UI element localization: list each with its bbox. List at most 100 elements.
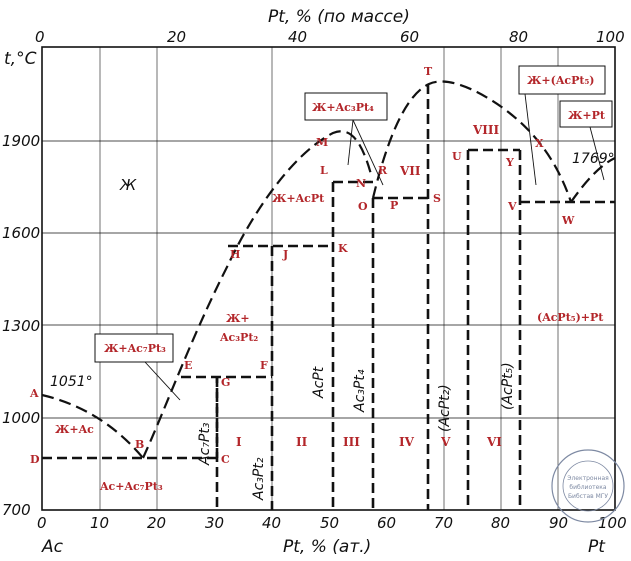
y-tick-1000: 1000 [2, 409, 40, 427]
point-labels: A B C D E F G H J K L M N O P R S T U V … [29, 65, 575, 466]
stamp-inner-ring [562, 460, 614, 512]
bottom-tick-50: 50 [320, 514, 339, 532]
point-l: L [320, 164, 328, 177]
liquidus-a-b [41, 393, 144, 459]
point-w: W [561, 214, 575, 227]
bottom-tick-90: 90 [549, 514, 568, 532]
bottom-tick-10: 10 [90, 514, 109, 532]
callout-box-acpt5 [518, 65, 606, 95]
callout-box-ac3pt4 [304, 92, 388, 121]
liquidus-p-t-w [371, 80, 573, 203]
point-a: A [29, 387, 39, 400]
top-tick-80: 80 [509, 28, 528, 46]
point-r: R [378, 164, 388, 177]
phase-acpt2: (AcPt₂) [437, 384, 453, 432]
region-ac-ac7pt3: Ac+Ac₇Pt₃ [99, 480, 163, 493]
right-element-label: Pt [588, 537, 606, 557]
bottom-tick-30: 30 [205, 514, 224, 532]
y-axis-title: t,°C [4, 49, 37, 69]
invariant-lines [42, 148, 615, 460]
point-h: H [230, 248, 240, 261]
region-i: I [236, 435, 242, 449]
bottom-tick-70: 70 [434, 514, 453, 532]
callout-liq-pt: Ж+Pt [559, 100, 613, 181]
right-melt-temp: 1769° [572, 151, 615, 167]
bottom-tick-80: 80 [491, 514, 510, 532]
left-element-label: Ac [41, 537, 64, 557]
point-c: C [221, 453, 230, 466]
region-ii: II [296, 435, 308, 449]
bottom-axis: 0 10 20 30 40 50 60 70 80 90 100 Ac Pt, … [37, 514, 627, 557]
region-liquid: Ж [119, 176, 137, 194]
point-m: M [316, 136, 328, 149]
region-vi: VI [486, 435, 502, 449]
region-liq-ac3pt2-line2: Ac₃Pt₂ [219, 331, 258, 344]
phase-labels: Ac₇Pt₃ Ac₃Pt₂ AcPt Ac₃Pt₄ (AcPt₂) (AcPt₅… [197, 362, 516, 501]
callout-leader-pt [589, 126, 605, 181]
y-tick-1600: 1600 [2, 224, 40, 242]
y-axis: t,°C 700 1000 1300 1600 1900 [2, 49, 40, 519]
region-v: V [440, 435, 451, 449]
top-tick-40: 40 [288, 28, 307, 46]
point-k: K [338, 242, 348, 255]
point-j: J [282, 248, 288, 261]
region-iv: IV [399, 435, 415, 449]
callout-box-ac7pt3 [94, 333, 174, 363]
point-g: G [221, 376, 230, 389]
stamp-line-1: Электронная [567, 475, 609, 482]
region-liq-ac3pt2-line1: Ж+ [226, 312, 250, 325]
region-labels: Ж Ж+Ac Ac+Ac₇Pt₃ Ж+ Ac₃Pt₂ Ж+AcPt (AcPt₅… [55, 123, 604, 493]
callout-liq-acpt5: Ж+(AcPt₅) [518, 65, 606, 186]
region-liq-acpt: Ж+AcPt [272, 192, 325, 205]
callout-liq-ac7pt3: Ж+Ac₇Pt₃ [94, 333, 181, 401]
y-tick-700: 700 [2, 501, 31, 519]
stamp-line-3: Бибcтaв МГУ [568, 493, 608, 500]
plot-frame [41, 46, 616, 511]
callout-box-pt [559, 100, 613, 128]
plot-border [41, 46, 616, 511]
point-x: X [535, 137, 544, 150]
callout-text-ac7pt3: Ж+Ac₇Pt₃ [104, 342, 166, 355]
y-tick-1300: 1300 [2, 317, 40, 335]
point-t: T [424, 65, 433, 78]
callout-leader-ac3pt4-a [347, 119, 354, 166]
left-melt-temp: 1051° [50, 374, 93, 390]
region-viii: VIII [472, 123, 500, 137]
stamp-line-2: библиотека [569, 484, 607, 491]
region-iii: III [343, 435, 360, 449]
stamp-outer-ring [551, 449, 625, 523]
top-tick-60: 60 [400, 28, 419, 46]
liquidus-b-m [141, 130, 374, 459]
liquidus-w-pt [570, 157, 616, 203]
phase-acpt: AcPt [311, 366, 327, 399]
point-v: V [507, 200, 517, 213]
liquidus-curves [41, 80, 616, 459]
region-liq-ac: Ж+Ac [55, 423, 94, 436]
point-d: D [30, 453, 40, 466]
y-tick-1900: 1900 [2, 132, 40, 150]
bottom-tick-0: 0 [37, 514, 47, 532]
phase-ac7pt3: Ac₇Pt₃ [197, 422, 213, 466]
phase-acpt5: (AcPt₅) [500, 362, 516, 410]
bottom-axis-title: Pt, % (ат.) [283, 537, 371, 557]
region-vii: VII [399, 164, 421, 178]
point-y: Y [505, 156, 514, 169]
callouts: Ж+Ac₇Pt₃ Ж+Ac₃Pt₄ Ж+(AcPt₅) Ж+Pt [94, 65, 613, 401]
top-tick-0: 0 [35, 28, 45, 46]
point-s: S [433, 192, 441, 205]
callout-leader-ac7pt3 [144, 361, 181, 401]
compound-lines [215, 84, 522, 510]
point-o: O [358, 200, 368, 213]
callout-leader-acpt5 [524, 93, 537, 186]
point-f: F [260, 359, 268, 372]
top-tick-20: 20 [167, 28, 186, 46]
bottom-tick-60: 60 [377, 514, 396, 532]
point-n: N [356, 177, 366, 190]
top-tick-100: 100 [596, 28, 625, 46]
point-b: B [135, 438, 144, 451]
top-axis: 0 20 40 60 80 100 Pt, % (по массе) [35, 7, 625, 46]
bottom-tick-100: 100 [598, 514, 627, 532]
phase-ac3pt2: Ac₃Pt₂ [251, 457, 267, 501]
point-p: P [390, 199, 398, 212]
